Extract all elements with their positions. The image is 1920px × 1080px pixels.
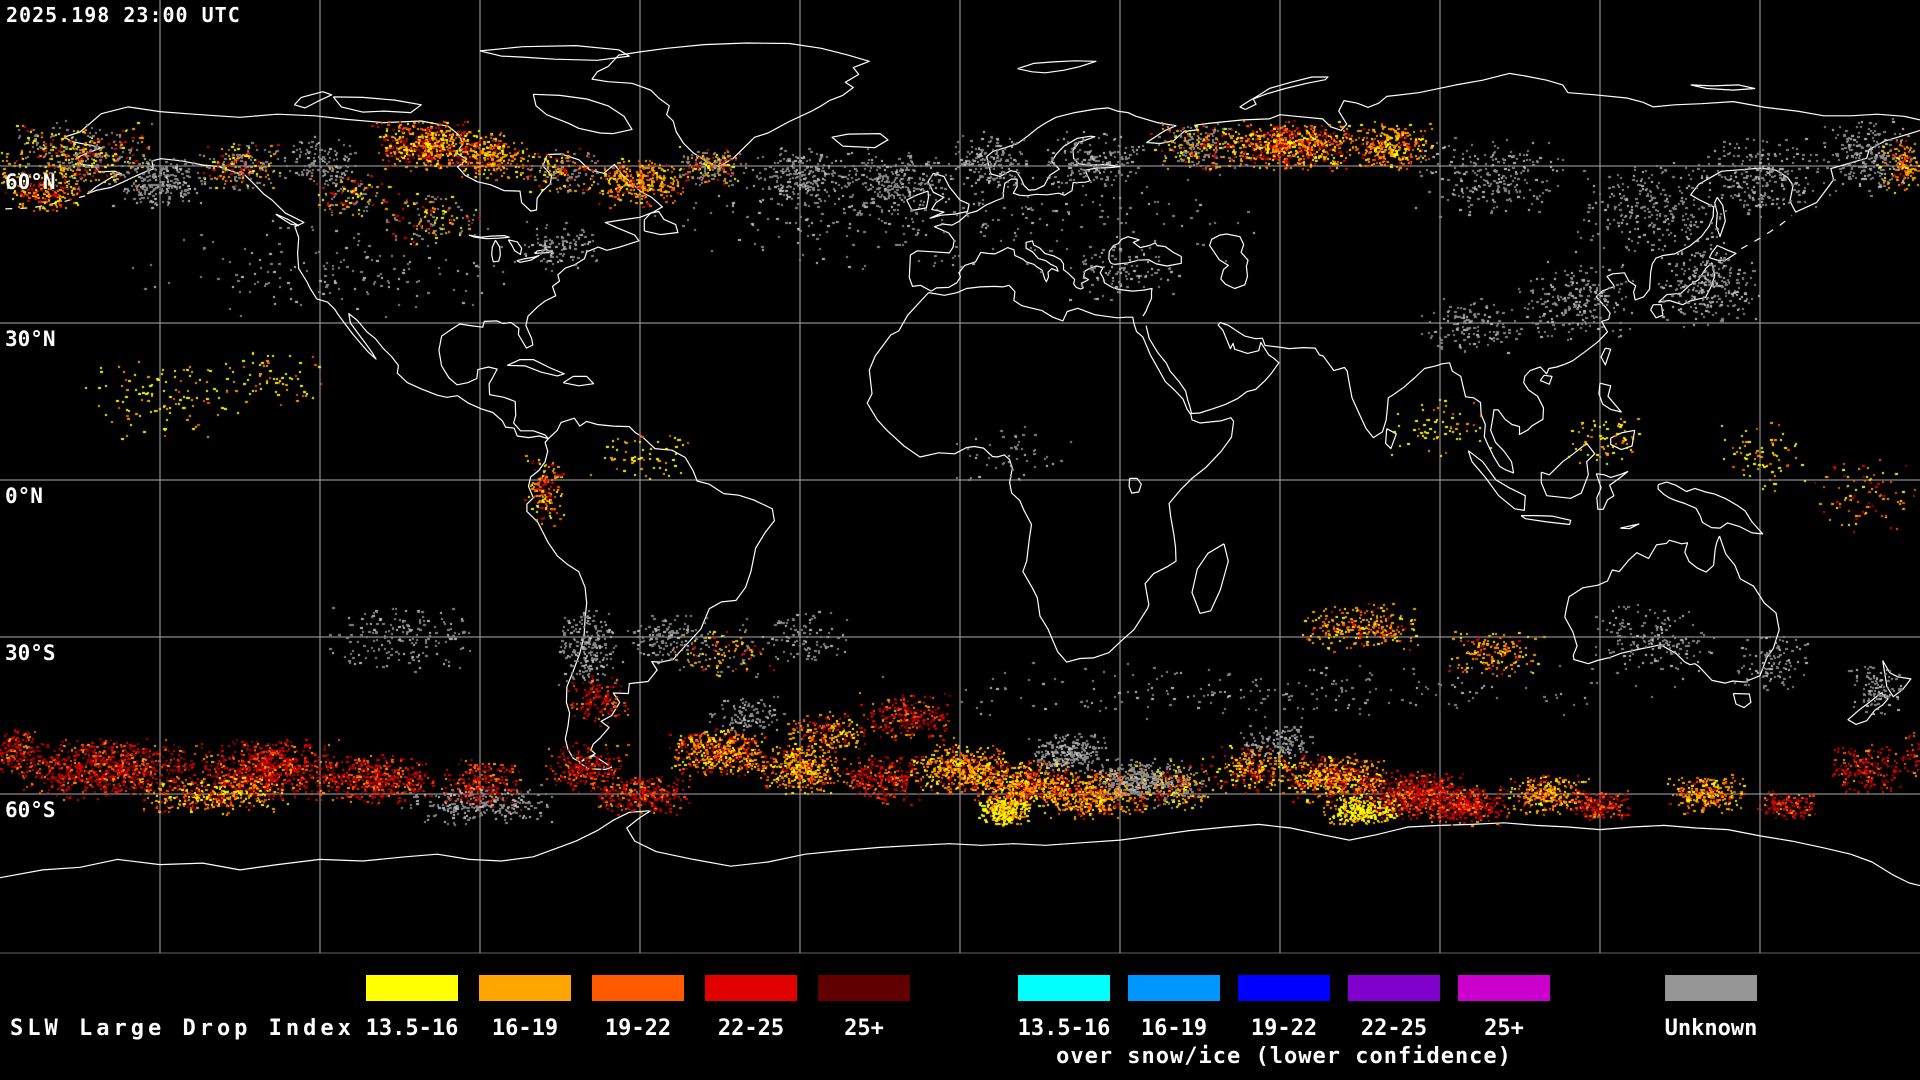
legend-item: 25+ xyxy=(1458,975,1550,1041)
legend-group-unknown: Unknown xyxy=(1665,975,1757,1041)
timestamp: 2025.198 23:00 UTC xyxy=(6,3,241,27)
legend-swatch xyxy=(1458,975,1550,1001)
latitude-label: 60°S xyxy=(5,797,56,822)
legend-swatch xyxy=(1128,975,1220,1001)
legend-group-snow-ice: 13.5-16 16-19 19-22 22-25 25+ over snow/ice (… xyxy=(1018,975,1550,1069)
legend-range-label: Unknown xyxy=(1664,1016,1758,1041)
legend-item: 13.5-16 xyxy=(366,975,458,1041)
latitude-label: 30°S xyxy=(5,640,56,665)
legend-item: 22-25 xyxy=(705,975,797,1041)
legend-range-label: 16-19 xyxy=(491,1016,559,1041)
world-map: 2025.198 23:00 UTC 60°N 30°N 0°N 30°S 60°S xyxy=(0,0,1920,960)
data-speckle-layer xyxy=(0,0,1920,960)
legend-range-label: 25+ xyxy=(844,1016,884,1041)
legend-item: 16-19 xyxy=(1128,975,1220,1041)
legend-swatch xyxy=(366,975,458,1001)
legend-swatch xyxy=(479,975,571,1001)
legend-title: SLW Large Drop Index xyxy=(10,1016,355,1041)
legend-range-label: 19-22 xyxy=(604,1016,672,1041)
legend-swatch xyxy=(592,975,684,1001)
legend-caption: over snow/ice (lower confidence) xyxy=(1056,1044,1512,1069)
legend-range-label: 22-25 xyxy=(1360,1016,1428,1041)
legend-range-label: 13.5-16 xyxy=(365,1016,459,1041)
legend: SLW Large Drop Index 13.5-16 16-19 19-22 22… xyxy=(0,960,1920,1080)
legend-range-label: 19-22 xyxy=(1250,1016,1318,1041)
legend-swatch xyxy=(1665,975,1757,1001)
legend-group-standard: 13.5-16 16-19 19-22 22-25 25+ xyxy=(366,975,910,1041)
legend-swatch xyxy=(1348,975,1440,1001)
legend-item: 25+ xyxy=(818,975,910,1041)
legend-item: 19-22 xyxy=(1238,975,1330,1041)
legend-swatch xyxy=(1018,975,1110,1001)
latitude-label: 60°N xyxy=(5,170,56,194)
legend-range-label: 13.5-16 xyxy=(1017,1016,1111,1041)
legend-item: 22-25 xyxy=(1348,975,1440,1041)
legend-range-label: 25+ xyxy=(1484,1016,1524,1041)
legend-swatch xyxy=(818,975,910,1001)
legend-range-label: 16-19 xyxy=(1140,1016,1208,1041)
legend-item: 16-19 xyxy=(479,975,571,1041)
latitude-label: 0°N xyxy=(5,484,43,508)
legend-item: 19-22 xyxy=(592,975,684,1041)
legend-range-label: 22-25 xyxy=(717,1016,785,1041)
legend-swatch xyxy=(705,975,797,1001)
legend-item: 13.5-16 xyxy=(1018,975,1110,1041)
legend-swatch xyxy=(1238,975,1330,1001)
latitude-label: 30°N xyxy=(5,327,56,351)
legend-item: Unknown xyxy=(1665,975,1757,1041)
